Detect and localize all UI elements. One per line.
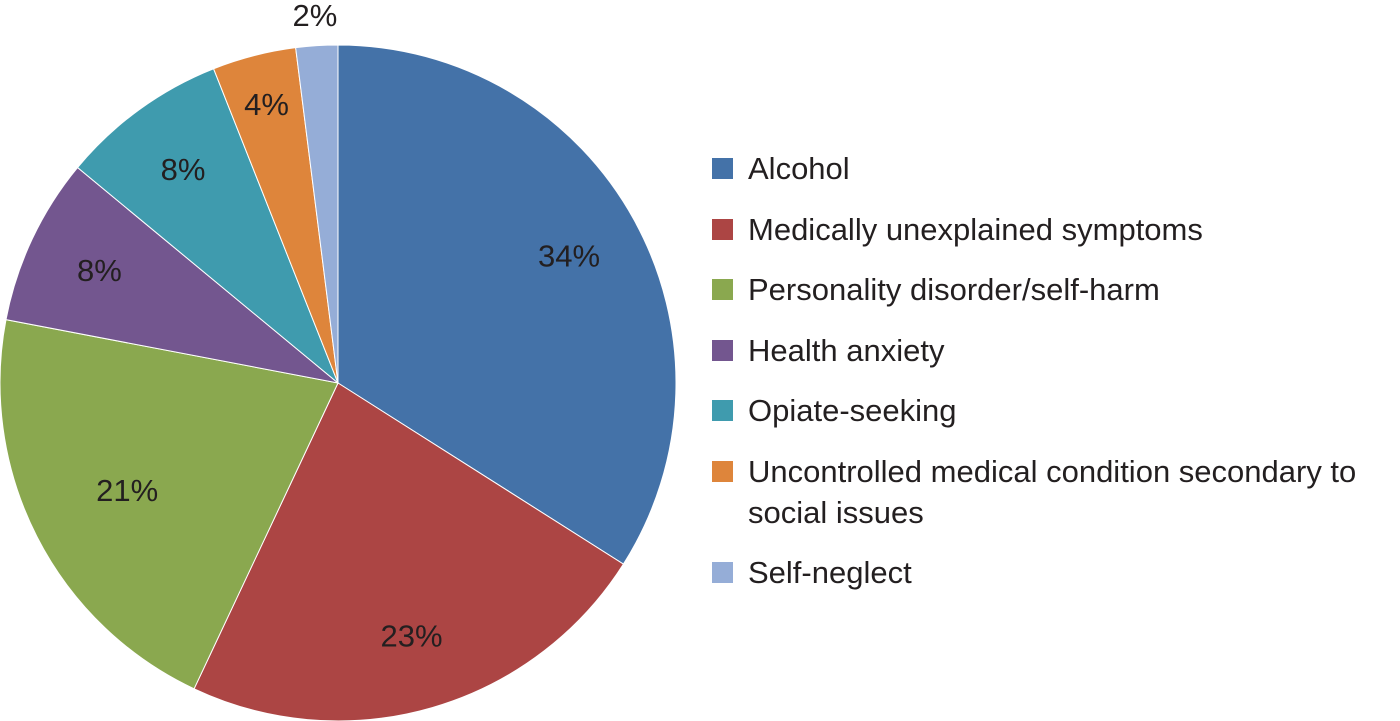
value-label-personality-disorder-self-harm: 21% — [96, 473, 158, 508]
legend-label: Personality disorder/self-harm — [748, 272, 1160, 307]
legend-swatch — [712, 279, 733, 300]
chart-legend: Alcohol Medically unexplained symptoms Per… — [712, 148, 1392, 613]
legend-swatch — [712, 339, 733, 361]
pie-slice-self-neglect — [295, 44, 339, 384]
pie-slice-medically-unexplained-symptoms — [193, 382, 625, 721]
legend-label: Self-neglect — [748, 555, 912, 590]
pie-slice-alcohol — [337, 44, 677, 565]
pie-slice-opiate-seeking — [76, 68, 339, 384]
legend-item-personality-disorder-self-harm: Personality disorder/self-harm — [712, 269, 1392, 310]
legend-swatch — [712, 460, 733, 482]
legend-swatch — [712, 158, 733, 179]
legend-item-alcohol: Alcohol — [712, 148, 1392, 189]
legend-label: Health anxiety — [748, 332, 945, 368]
value-label-alcohol: 34% — [538, 238, 600, 273]
pie-slices — [0, 44, 677, 721]
pie-slice-health-anxiety — [5, 166, 339, 384]
pie-slice-personality-disorder-self-harm — [0, 319, 339, 690]
value-label-opiate-seeking: 8% — [161, 152, 206, 187]
value-label-medically-unexplained-symptoms: 23% — [381, 619, 443, 654]
value-label-uncontrolled-medical-condition-secondary-to-social-issues: 4% — [244, 87, 289, 122]
legend-item-health-anxiety: Health anxiety — [712, 330, 1392, 371]
pie-value-labels: 34% 23% 21% 8% 8% 4% 2% — [77, 0, 600, 654]
legend-swatch — [712, 218, 733, 240]
legend-label: Medically unexplained symptoms — [748, 211, 1203, 247]
legend-item-uncontrolled-medical-condition-secondary-to-social-issues: Uncontrolled medical condition secondary… — [712, 451, 1392, 533]
legend-item-medically-unexplained-symptoms: Medically unexplained symptoms — [712, 209, 1392, 250]
value-label-health-anxiety: 8% — [77, 253, 122, 288]
legend-label: Alcohol — [748, 151, 850, 186]
legend-label: Opiate-seeking — [748, 393, 957, 428]
legend-item-opiate-seeking: Opiate-seeking — [712, 390, 1392, 431]
legend-label: Uncontrolled medical condition secondary… — [748, 453, 1357, 530]
legend-swatch — [712, 400, 733, 421]
value-label-self-neglect: 2% — [292, 0, 337, 33]
legend-item-self-neglect: Self-neglect — [712, 552, 1392, 593]
legend-swatch — [712, 562, 733, 583]
